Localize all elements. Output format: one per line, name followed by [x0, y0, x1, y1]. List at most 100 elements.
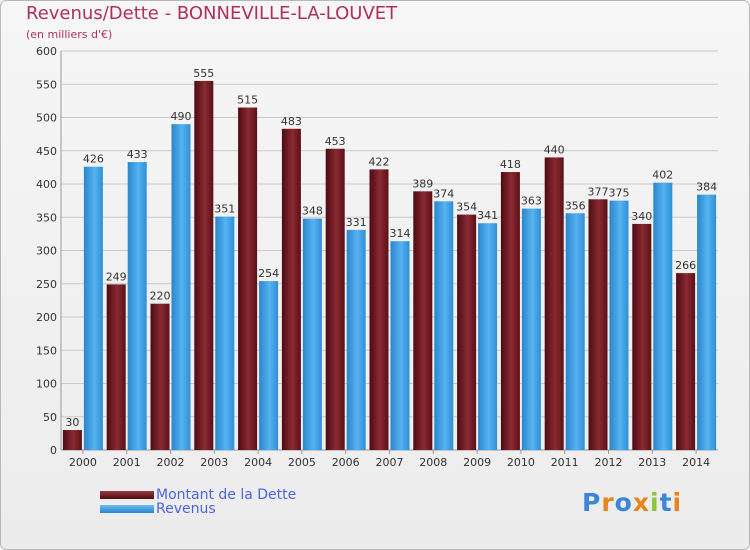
bar-dette — [281, 128, 301, 450]
bar-revenus — [565, 213, 585, 450]
data-label: 433 — [127, 148, 148, 161]
y-tick-label: 350 — [36, 211, 57, 224]
bar-dette — [413, 191, 433, 450]
data-label: 249 — [106, 270, 127, 283]
logo-letter: P — [582, 488, 602, 517]
data-label: 254 — [258, 267, 279, 280]
bar-dette — [62, 430, 82, 450]
x-tick-label: 2002 — [157, 456, 185, 469]
data-label: 389 — [412, 177, 433, 190]
data-label: 363 — [521, 195, 542, 208]
y-tick-label: 250 — [36, 278, 57, 291]
legend-item-revenus: Revenus — [100, 501, 216, 517]
y-tick-label: 600 — [36, 45, 57, 58]
bar-revenus — [346, 229, 366, 450]
bar-revenus — [478, 223, 498, 450]
x-tick-label: 2012 — [595, 456, 623, 469]
bar-revenus — [521, 208, 541, 450]
x-tick-label: 2005 — [288, 456, 316, 469]
bar-dette — [500, 172, 520, 450]
data-label: 440 — [544, 143, 565, 156]
y-tick-label: 0 — [50, 444, 57, 457]
y-tick-label: 400 — [36, 178, 57, 191]
x-tick-label: 2009 — [463, 456, 491, 469]
logo-letter: i — [672, 488, 683, 517]
logo-letter: o — [614, 488, 633, 517]
x-tick-label: 2006 — [332, 456, 360, 469]
bar-revenus — [83, 166, 103, 450]
x-tick-label: 2013 — [638, 456, 666, 469]
bar-dette — [676, 273, 696, 450]
data-label: 351 — [214, 203, 235, 216]
data-label: 426 — [83, 153, 104, 166]
y-tick-label: 100 — [36, 378, 57, 391]
x-tick-label: 2000 — [69, 456, 97, 469]
data-label: 266 — [675, 259, 696, 272]
bar-revenus — [653, 182, 673, 451]
bar-dette — [238, 107, 258, 451]
data-label: 515 — [237, 94, 258, 107]
bar-dette — [457, 214, 477, 450]
y-tick-label: 50 — [43, 411, 57, 424]
bar-revenus — [127, 162, 147, 450]
data-label: 356 — [565, 199, 586, 212]
data-label: 340 — [631, 210, 652, 223]
x-tick-label: 2008 — [419, 456, 447, 469]
bar-dette — [632, 223, 652, 450]
logo-letter: r — [601, 488, 615, 517]
data-label: 555 — [193, 67, 214, 80]
data-label: 314 — [390, 227, 411, 240]
bar-revenus — [259, 281, 279, 450]
bar-dette — [325, 148, 345, 450]
x-tick-label: 2003 — [200, 456, 228, 469]
bar-revenus — [697, 194, 717, 450]
logo-letter: i — [650, 488, 660, 517]
legend-label-dette: Montant de la Dette — [156, 487, 297, 503]
data-label: 490 — [171, 110, 192, 123]
data-label: 30 — [65, 416, 79, 429]
legend-swatch-dette — [100, 491, 154, 499]
y-tick-label: 200 — [36, 311, 57, 324]
chart-title: Revenus/Dette - BONNEVILLE-LA-LOUVET — [26, 3, 398, 24]
bar-dette — [194, 80, 214, 451]
bar-dette — [150, 303, 170, 450]
data-label: 418 — [500, 158, 521, 171]
legend-swatch-revenus — [100, 505, 154, 513]
legend-item-dette: Montant de la Dette — [100, 487, 297, 503]
y-tick-label: 450 — [36, 145, 57, 158]
data-label: 422 — [369, 155, 390, 168]
x-tick-label: 2010 — [507, 456, 535, 469]
bar-dette — [588, 199, 608, 450]
x-tick-label: 2011 — [551, 456, 579, 469]
x-tick-label: 2007 — [376, 456, 404, 469]
proxiti-logo: Proxiti — [582, 488, 682, 517]
bar-dette — [369, 169, 389, 450]
data-label: 375 — [609, 187, 630, 200]
logo-letter: t — [659, 488, 673, 517]
legend-label-revenus: Revenus — [156, 501, 216, 517]
data-label: 402 — [652, 169, 673, 182]
data-label: 384 — [696, 181, 717, 194]
bar-revenus — [171, 124, 191, 451]
data-label: 348 — [302, 205, 323, 218]
data-label: 377 — [588, 185, 609, 198]
x-tick-label: 2004 — [244, 456, 272, 469]
bar-revenus — [302, 218, 322, 450]
y-tick-label: 150 — [36, 344, 57, 357]
chart-unit-label: (en milliers d'€) — [26, 28, 113, 41]
bar-revenus — [390, 241, 410, 450]
data-label: 331 — [346, 216, 367, 229]
data-label: 220 — [150, 290, 171, 303]
bar-dette — [106, 284, 126, 450]
data-label: 341 — [477, 209, 498, 222]
x-tick-label: 2014 — [682, 456, 710, 469]
y-tick-label: 500 — [36, 112, 57, 125]
bar-revenus — [609, 200, 629, 450]
data-label: 453 — [325, 135, 346, 148]
data-label: 354 — [456, 201, 477, 214]
y-tick-label: 300 — [36, 245, 57, 258]
bar-revenus — [215, 216, 235, 450]
bar-revenus — [434, 201, 454, 450]
bar-dette — [544, 157, 564, 450]
